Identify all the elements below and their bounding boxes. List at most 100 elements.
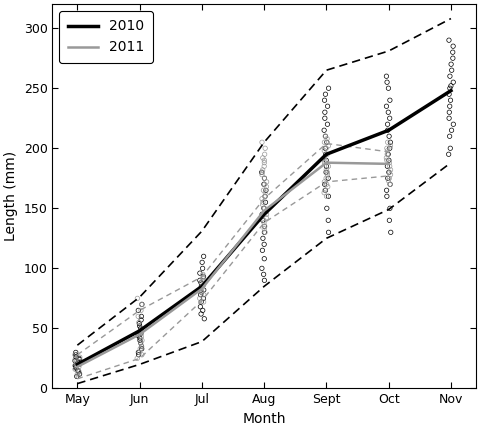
Point: [445, 91, 453, 98]
Point: [259, 247, 266, 254]
Point: [383, 145, 391, 152]
Point: [322, 133, 329, 140]
Point: [384, 151, 392, 158]
Point: [137, 339, 144, 346]
Point: [261, 157, 268, 164]
Point: [134, 307, 142, 314]
Point: [385, 175, 393, 182]
Point: [263, 183, 270, 190]
Point: [133, 295, 141, 302]
Point: [261, 175, 268, 182]
Point: [386, 115, 394, 122]
Point: [76, 356, 84, 363]
Point: [446, 73, 454, 80]
Point: [384, 177, 392, 184]
Point: [137, 316, 145, 323]
Point: [324, 217, 332, 224]
Point: [263, 178, 270, 185]
Point: [383, 79, 391, 86]
Point: [445, 115, 453, 122]
Point: [198, 259, 206, 266]
Point: [322, 187, 329, 194]
Point: [72, 349, 80, 356]
Point: [72, 365, 80, 372]
Point: [138, 343, 145, 350]
Point: [135, 319, 143, 326]
Point: [138, 345, 145, 352]
Point: [258, 169, 265, 176]
Point: [133, 355, 141, 362]
Point: [384, 127, 392, 134]
Point: [445, 151, 453, 158]
Point: [75, 361, 83, 368]
Point: [383, 73, 390, 80]
Point: [261, 181, 268, 188]
Point: [138, 327, 145, 334]
Point: [386, 139, 394, 146]
Point: [324, 121, 331, 128]
Point: [74, 361, 82, 368]
Point: [320, 189, 328, 196]
Point: [73, 371, 81, 378]
Point: [449, 79, 457, 86]
Point: [74, 360, 82, 367]
Point: [261, 159, 268, 166]
Point: [385, 217, 393, 224]
Point: [450, 121, 457, 128]
Point: [135, 320, 143, 327]
Point: [383, 154, 390, 161]
Point: [258, 139, 266, 146]
Point: [321, 97, 328, 104]
Point: [76, 371, 84, 378]
Point: [321, 178, 328, 185]
Point: [74, 373, 82, 380]
Point: [324, 169, 331, 176]
Point: [259, 217, 266, 224]
Point: [261, 193, 269, 200]
Point: [200, 273, 207, 280]
Point: [71, 351, 79, 358]
Point: [387, 171, 395, 178]
Point: [258, 211, 266, 218]
Point: [135, 349, 143, 356]
X-axis label: Month: Month: [242, 412, 286, 426]
Point: [446, 85, 454, 92]
Point: [261, 255, 268, 262]
Point: [261, 145, 269, 152]
Point: [198, 284, 206, 291]
Point: [74, 367, 82, 374]
Point: [259, 169, 266, 176]
Point: [260, 225, 268, 232]
Point: [199, 307, 206, 314]
Point: [324, 142, 332, 149]
Point: [259, 199, 267, 206]
Point: [321, 181, 328, 188]
Point: [134, 332, 142, 339]
Point: [383, 157, 391, 164]
Point: [323, 181, 331, 188]
Point: [387, 166, 395, 173]
Point: [261, 223, 268, 230]
Point: [198, 280, 205, 286]
Point: [72, 359, 80, 366]
Point: [260, 241, 268, 248]
Point: [261, 151, 268, 158]
Point: [196, 303, 204, 310]
Y-axis label: Length (mm): Length (mm): [4, 151, 18, 241]
Point: [260, 205, 268, 212]
Point: [137, 330, 145, 337]
Point: [262, 187, 270, 194]
Point: [260, 217, 268, 224]
Point: [447, 61, 455, 68]
Point: [75, 355, 83, 362]
Point: [323, 135, 331, 142]
Point: [324, 163, 332, 170]
Point: [259, 235, 267, 242]
Point: [260, 187, 267, 194]
Point: [258, 171, 266, 178]
Point: [321, 109, 329, 116]
Point: [260, 219, 268, 226]
Point: [258, 265, 266, 272]
Point: [449, 43, 457, 49]
Point: [322, 175, 330, 182]
